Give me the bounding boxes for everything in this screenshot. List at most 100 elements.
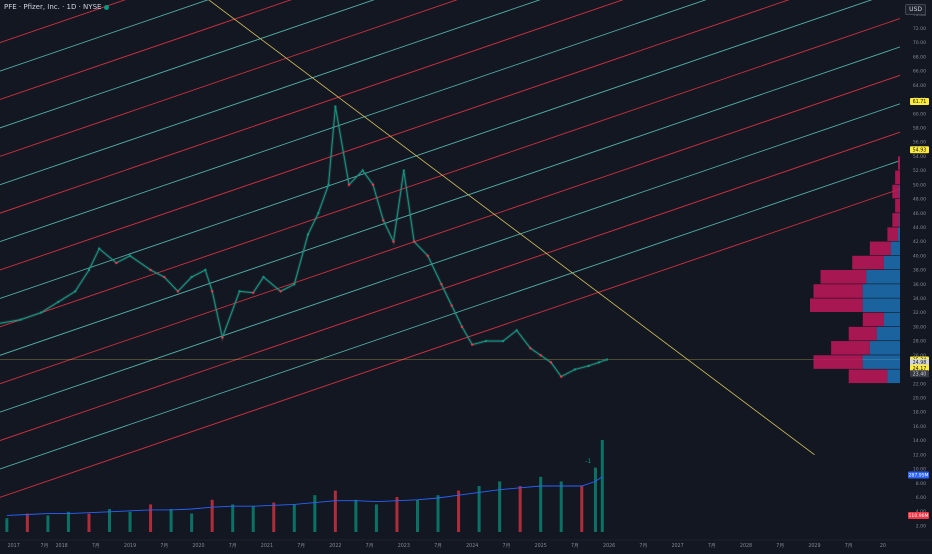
x-tick-label: 2029 xyxy=(808,543,820,549)
price-label: 24.17 xyxy=(913,366,927,372)
volume-profile-bar-up xyxy=(876,326,900,341)
price-point xyxy=(440,283,443,286)
volume-bar xyxy=(251,506,255,532)
price-axis[interactable]: 2.004.006.008.0010.0012.0014.0016.0018.0… xyxy=(900,0,932,550)
price-point xyxy=(334,105,337,108)
volume-bar xyxy=(231,504,235,532)
y-tick-label: 66.00 xyxy=(913,69,926,75)
volume-profile-bar-up xyxy=(890,241,900,256)
x-tick-label: 7月 xyxy=(92,543,100,549)
price-point xyxy=(163,275,166,279)
volume-profile-bar-up xyxy=(866,270,900,284)
volume-bar xyxy=(190,513,194,532)
price-point xyxy=(501,339,505,343)
volume-profile-bar-down xyxy=(820,270,867,284)
volume-profile-bar-down xyxy=(892,213,900,227)
price-point xyxy=(597,361,601,364)
x-tick-label: 20 xyxy=(880,543,886,549)
price-point xyxy=(262,275,265,279)
x-tick-label: 7月 xyxy=(776,543,784,549)
channel-line-teal-2 xyxy=(0,46,900,356)
time-axis[interactable]: 2017 7月 2018 7月 2019 7月 2020 7月 2021 7月 2022 7月 2023… xyxy=(0,539,932,549)
price-point xyxy=(412,240,416,243)
volume-profile-bar-down xyxy=(895,170,900,185)
volume-bar xyxy=(5,518,9,532)
channel-line-red-1 xyxy=(0,131,900,441)
price-point xyxy=(460,325,464,329)
currency-button[interactable]: USD xyxy=(905,4,926,15)
price-label: 24.98 xyxy=(913,360,927,366)
channel-line-red-4 xyxy=(0,0,790,271)
price-point xyxy=(238,290,241,293)
volume-label-box xyxy=(908,471,929,479)
x-tick-label: 7月 xyxy=(366,543,374,549)
price-point xyxy=(98,247,101,250)
volume-bar xyxy=(149,504,153,532)
x-tick-label: 2018 xyxy=(55,543,67,549)
volume-profile-bar-down xyxy=(862,312,884,327)
channel-line-teal-1 xyxy=(0,103,900,413)
channel-line-red-6 xyxy=(0,0,458,157)
price-point xyxy=(573,368,577,371)
y-tick-label: 20.00 xyxy=(913,395,926,401)
price-axis-background xyxy=(900,0,932,550)
price-point xyxy=(74,290,77,293)
symbol-title[interactable]: PFE · Pfizer, Inc. · 1D · NYSE xyxy=(4,3,110,11)
volume-ma-line xyxy=(6,476,603,516)
volume-profile-bar-down xyxy=(869,241,891,256)
x-tick-label: 7月 xyxy=(297,543,305,549)
volume-bar xyxy=(580,486,584,532)
x-tick-label: 2027 xyxy=(671,543,683,549)
y-tick-label: 30.00 xyxy=(913,324,926,330)
x-tick-label: 2017 xyxy=(8,543,20,549)
x-tick-label: 2019 xyxy=(124,543,136,549)
volume-bar xyxy=(66,511,70,532)
x-tick-label: 2026 xyxy=(603,543,615,549)
volume-bar xyxy=(395,497,399,532)
volume-bar xyxy=(25,513,29,532)
volume-bar xyxy=(108,509,112,532)
volume-profile-bar-down xyxy=(813,355,863,369)
plot-area[interactable]: -1 xyxy=(0,0,905,532)
price-point xyxy=(176,290,180,293)
y-tick-label: 14.00 xyxy=(913,438,926,444)
x-tick-label: 7月 xyxy=(229,543,237,549)
volume-bar xyxy=(498,481,502,532)
channel-line-teal-4 xyxy=(0,0,707,243)
y-tick-label: 54.00 xyxy=(913,154,926,160)
y-tick-label: 52.00 xyxy=(913,168,926,174)
price-label-box xyxy=(910,370,929,378)
volume-label: 110.96M xyxy=(908,513,928,519)
price-point xyxy=(87,268,91,272)
volume-label: 287.95M xyxy=(908,473,928,479)
x-tick-label: 2021 xyxy=(261,543,273,549)
volume-profile-bar-down xyxy=(887,227,898,241)
x-tick-label: 2020 xyxy=(192,543,204,549)
volume-profile-bar-down xyxy=(831,341,870,355)
descending-trendline xyxy=(208,0,815,456)
volume-profile-bar-down xyxy=(848,326,877,341)
price-point xyxy=(539,354,542,357)
price-point xyxy=(128,254,132,257)
price-point xyxy=(371,183,375,186)
price-point xyxy=(252,291,255,294)
volume-bar xyxy=(559,481,563,532)
volume-profile-bar-down xyxy=(897,156,900,170)
price-point xyxy=(484,339,488,343)
volume-profile-bar-up xyxy=(862,298,900,313)
volume-bar xyxy=(169,509,173,532)
y-tick-label: 28.00 xyxy=(913,339,926,345)
price-point xyxy=(149,268,152,272)
price-point xyxy=(293,283,296,286)
price-point xyxy=(306,233,310,236)
volume-bar xyxy=(128,511,132,532)
price-point xyxy=(471,343,474,346)
volume-bar xyxy=(415,499,419,532)
volume-profile-bar-up xyxy=(883,312,900,327)
y-tick-label: 6.00 xyxy=(916,495,926,501)
price-point xyxy=(549,361,553,364)
channel-line-teal-0 xyxy=(0,160,900,470)
